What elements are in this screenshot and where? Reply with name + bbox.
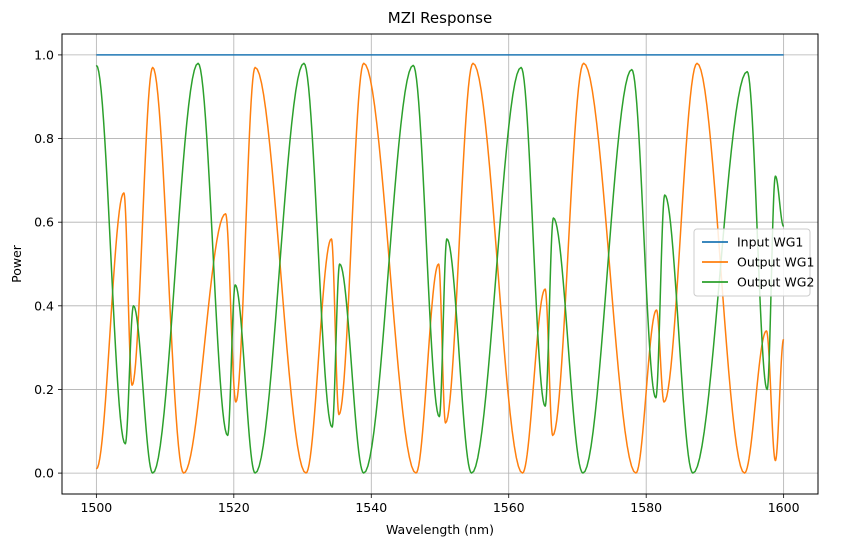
ticks: 1500 1520 1540 1560 1580 1600 0.0 0.2 0.4 0.6 0.8 1…: [34, 47, 799, 515]
y-tick-label: 0.0: [34, 466, 54, 481]
legend-label-3: Output WG2: [737, 275, 814, 290]
legend-label-1: Input WG1: [737, 235, 803, 250]
y-tick-label: 1.0: [34, 47, 54, 62]
x-tick-label: 1540: [355, 500, 387, 515]
legend-label-2: Output WG1: [737, 255, 814, 270]
x-tick-label: 1560: [493, 500, 525, 515]
legend: Input WG1 Output WG1 Output WG2: [693, 228, 814, 297]
y-tick-label: 0.6: [34, 215, 54, 230]
plot-frame: [61, 33, 819, 495]
y-tick-label: 0.2: [34, 382, 54, 397]
series-layer: [95, 54, 785, 474]
x-tick-label: 1520: [218, 500, 250, 515]
x-tick-label: 1600: [768, 500, 800, 515]
y-axis-label: Power: [9, 244, 24, 283]
x-axis-label: Wavelength (nm): [386, 522, 494, 537]
series-line-3: [95, 62, 785, 474]
x-tick-label: 1580: [630, 500, 662, 515]
legend-box: [693, 228, 811, 297]
y-tick-label: 0.8: [34, 131, 54, 146]
chart-title: MZI Response: [388, 9, 492, 27]
x-tick-label: 1500: [80, 500, 112, 515]
y-tick-label: 0.4: [34, 298, 54, 313]
